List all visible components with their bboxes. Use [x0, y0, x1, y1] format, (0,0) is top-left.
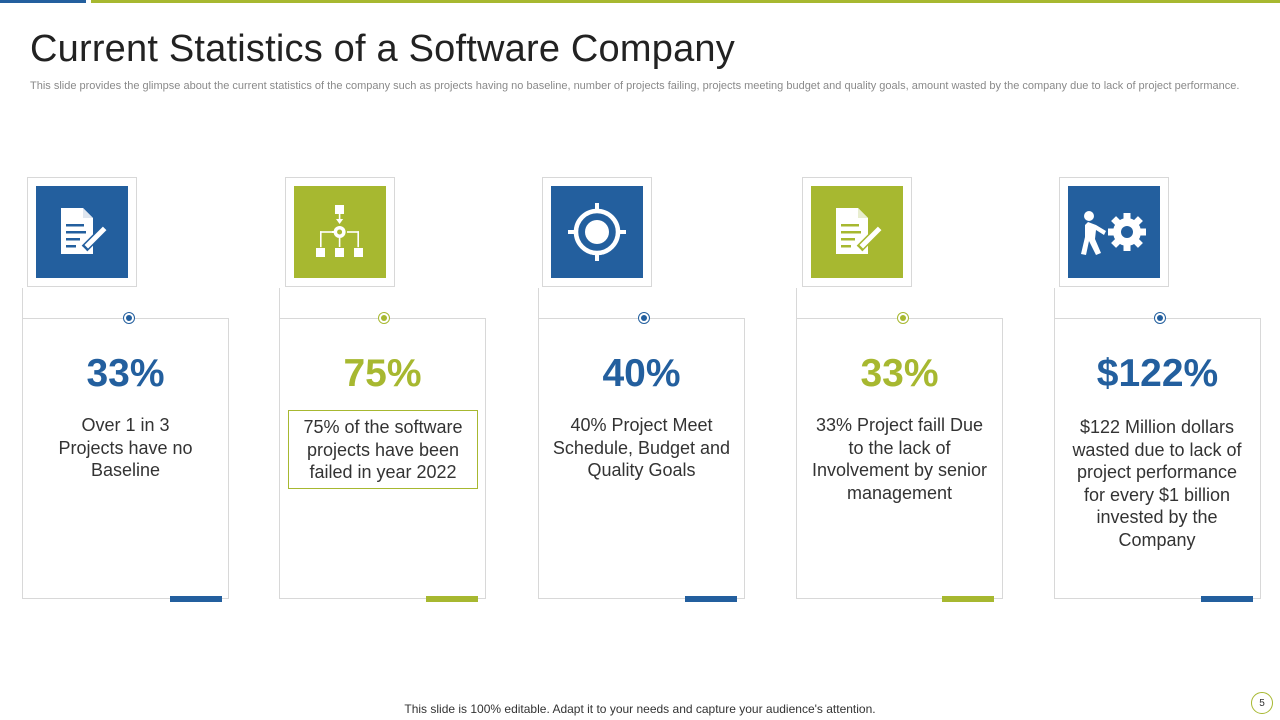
document-edit-icon	[61, 208, 107, 254]
stat-description-1: Over 1 in 3 Projects have no Baseline	[58, 415, 193, 480]
timeline-dot-1	[123, 312, 135, 324]
icon-tile-1	[36, 186, 128, 278]
stat-card-4	[796, 318, 1003, 599]
stat-description-4: 33% Project faill Due to the lack of Inv…	[811, 415, 988, 503]
icon-tile-4	[811, 186, 903, 278]
stat-card-3	[538, 318, 745, 599]
connector-1	[22, 288, 48, 319]
icon-frame-5	[1059, 177, 1169, 287]
icon-tile-3	[551, 186, 643, 278]
icon-tile-2	[294, 186, 386, 278]
icon-frame-4	[802, 177, 912, 287]
connector-2	[279, 288, 305, 319]
card-accent-4	[942, 596, 994, 602]
slide-subtitle: This slide provides the glimpse about th…	[30, 80, 1240, 92]
stat-description-5: $122 Million dollars wasted due to lack …	[1072, 417, 1242, 550]
top-accent-bar-green	[91, 0, 1280, 3]
stat-value-1: 33%	[86, 352, 165, 395]
icon-frame-2	[285, 177, 395, 287]
document-edit-icon	[836, 208, 882, 254]
stat-value-2: 75%	[343, 352, 422, 395]
timeline-dot-5	[1154, 312, 1166, 324]
flowchart-icon	[316, 205, 363, 257]
card-accent-3	[685, 596, 737, 602]
slide-title: Current Statistics of a Software Company	[30, 28, 735, 70]
page-number-badge: 5	[1251, 692, 1273, 714]
stat-value-4: 33%	[860, 352, 939, 395]
connector-5	[1054, 288, 1080, 319]
top-accent-bar-blue	[0, 0, 86, 3]
card-accent-2	[426, 596, 478, 602]
timeline-dot-4	[897, 312, 909, 324]
person-pushing-gear-icon	[1081, 211, 1146, 255]
stat-value-3: 40%	[602, 352, 681, 395]
timeline-dot-2	[378, 312, 390, 324]
card-accent-1	[170, 596, 222, 602]
slide-footer: This slide is 100% editable. Adapt it to…	[404, 702, 876, 716]
icon-tile-5	[1068, 186, 1160, 278]
connector-4	[796, 288, 822, 319]
stat-card-5	[1054, 318, 1261, 599]
card-accent-5	[1201, 596, 1253, 602]
stat-value-5: $122%	[1096, 352, 1219, 395]
icon-frame-3	[542, 177, 652, 287]
stat-card-2	[279, 318, 486, 599]
stat-description-3: 40% Project Meet Schedule, Budget and Qu…	[552, 415, 731, 480]
icon-frame-1	[27, 177, 137, 287]
stat-description-2: 75% of the software projects have been f…	[288, 410, 478, 489]
connector-3	[538, 288, 564, 319]
timeline-dot-3	[638, 312, 650, 324]
target-icon	[568, 203, 626, 261]
